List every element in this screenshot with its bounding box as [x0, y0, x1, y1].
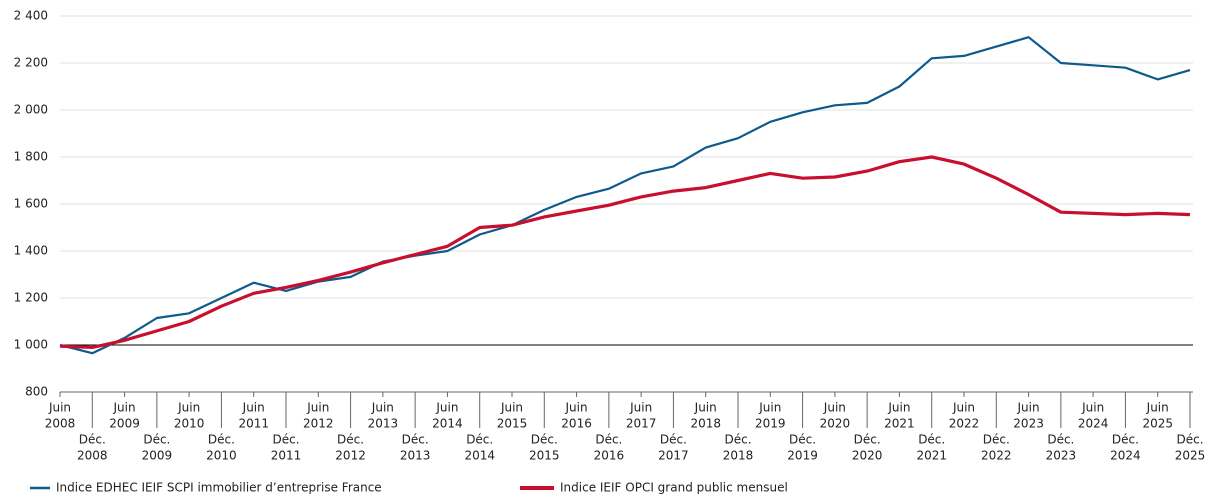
x-tick-label: Déc.: [402, 433, 429, 447]
x-tick-label: 2015: [529, 449, 560, 463]
x-tick-label: Juin: [113, 401, 136, 415]
x-tick-label: Juin: [1146, 401, 1169, 415]
x-tick-label: Juin: [823, 401, 846, 415]
x-tick-label: 2020: [852, 449, 883, 463]
x-tick-label: 2013: [368, 417, 399, 431]
x-tick-label: Déc.: [724, 433, 751, 447]
y-tick-label: 2 200: [14, 56, 48, 70]
x-tick-label: 2009: [142, 449, 173, 463]
y-tick-label: 1 600: [14, 197, 48, 211]
y-tick-label: 2 400: [14, 9, 48, 23]
series-line: [59, 155, 1191, 349]
x-tick-label: 2012: [303, 417, 334, 431]
x-tick-label: 2009: [109, 417, 140, 431]
x-tick-label: Déc.: [79, 433, 106, 447]
x-tick-label: Déc.: [983, 433, 1010, 447]
x-tick-label: Juin: [371, 401, 394, 415]
x-tick-label: 2018: [690, 417, 721, 431]
x-tick-label: 2018: [723, 449, 754, 463]
x-tick-label: 2014: [432, 417, 463, 431]
x-tick-label: Juin: [435, 401, 458, 415]
x-tick-label: 2017: [658, 449, 689, 463]
x-tick-label: Juin: [952, 401, 975, 415]
x-tick-label: Déc.: [143, 433, 170, 447]
x-tick-label: Déc.: [208, 433, 235, 447]
x-tick-label: 2011: [271, 449, 302, 463]
x-tick-label: 2022: [981, 449, 1012, 463]
y-tick-label: 800: [25, 385, 48, 399]
x-tick-label: 2020: [820, 417, 851, 431]
y-tick-label: 1 800: [14, 150, 48, 164]
x-tick-label: Déc.: [595, 433, 622, 447]
x-tick-label: Déc.: [918, 433, 945, 447]
x-tick-label: 2008: [45, 417, 76, 431]
x-tick-label: Juin: [565, 401, 588, 415]
x-tick-label: 2015: [497, 417, 528, 431]
x-tick-label: Déc.: [1112, 433, 1139, 447]
x-tick-label: Déc.: [1176, 433, 1203, 447]
legend-label: Indice EDHEC IEIF SCPI immobilier d’entr…: [56, 481, 382, 495]
x-tick-label: 2023: [1013, 417, 1044, 431]
x-tick-label: Juin: [500, 401, 523, 415]
x-tick-label: 2011: [238, 417, 269, 431]
x-tick-label: Juin: [306, 401, 329, 415]
x-tick-label: Juin: [1081, 401, 1104, 415]
x-tick-label: 2010: [206, 449, 237, 463]
y-tick-label: 1 200: [14, 291, 48, 305]
x-tick-label: Déc.: [272, 433, 299, 447]
y-tick-label: 1 400: [14, 244, 48, 258]
x-tick-label: Juin: [758, 401, 781, 415]
x-tick-label: 2017: [626, 417, 657, 431]
x-tick-label: 2022: [949, 417, 980, 431]
x-tick-label: 2008: [77, 449, 108, 463]
x-tick-label: 2024: [1110, 449, 1141, 463]
x-tick-label: 2010: [174, 417, 205, 431]
x-tick-label: 2019: [787, 449, 818, 463]
x-tick-label: Juin: [48, 401, 71, 415]
x-tick-label: Juin: [1017, 401, 1040, 415]
x-tick-label: Déc.: [1047, 433, 1074, 447]
legend-label: Indice IEIF OPCI grand public mensuel: [560, 481, 788, 495]
x-tick-label: Déc.: [854, 433, 881, 447]
x-tick-label: 2012: [335, 449, 366, 463]
x-tick-label: Déc.: [337, 433, 364, 447]
x-tick-label: 2019: [755, 417, 786, 431]
x-tick-label: 2025: [1175, 449, 1206, 463]
x-tick-label: 2016: [561, 417, 592, 431]
x-tick-label: 2016: [594, 449, 625, 463]
x-tick-label: 2025: [1142, 417, 1173, 431]
x-tick-label: 2021: [916, 449, 947, 463]
y-tick-label: 1 000: [14, 338, 48, 352]
x-tick-label: 2021: [884, 417, 915, 431]
series-line: [59, 36, 1191, 355]
x-tick-label: Juin: [629, 401, 652, 415]
x-tick-label: Déc.: [466, 433, 493, 447]
x-tick-label: Juin: [887, 401, 910, 415]
x-tick-label: Juin: [177, 401, 200, 415]
x-tick-label: Juin: [242, 401, 265, 415]
x-tick-label: 2023: [1046, 449, 1077, 463]
x-tick-label: 2013: [400, 449, 431, 463]
x-tick-label: Juin: [694, 401, 717, 415]
x-tick-label: 2024: [1078, 417, 1109, 431]
x-tick-label: 2014: [464, 449, 495, 463]
y-tick-label: 2 000: [14, 103, 48, 117]
x-tick-label: Déc.: [531, 433, 558, 447]
x-tick-label: Déc.: [660, 433, 687, 447]
x-tick-label: Déc.: [789, 433, 816, 447]
